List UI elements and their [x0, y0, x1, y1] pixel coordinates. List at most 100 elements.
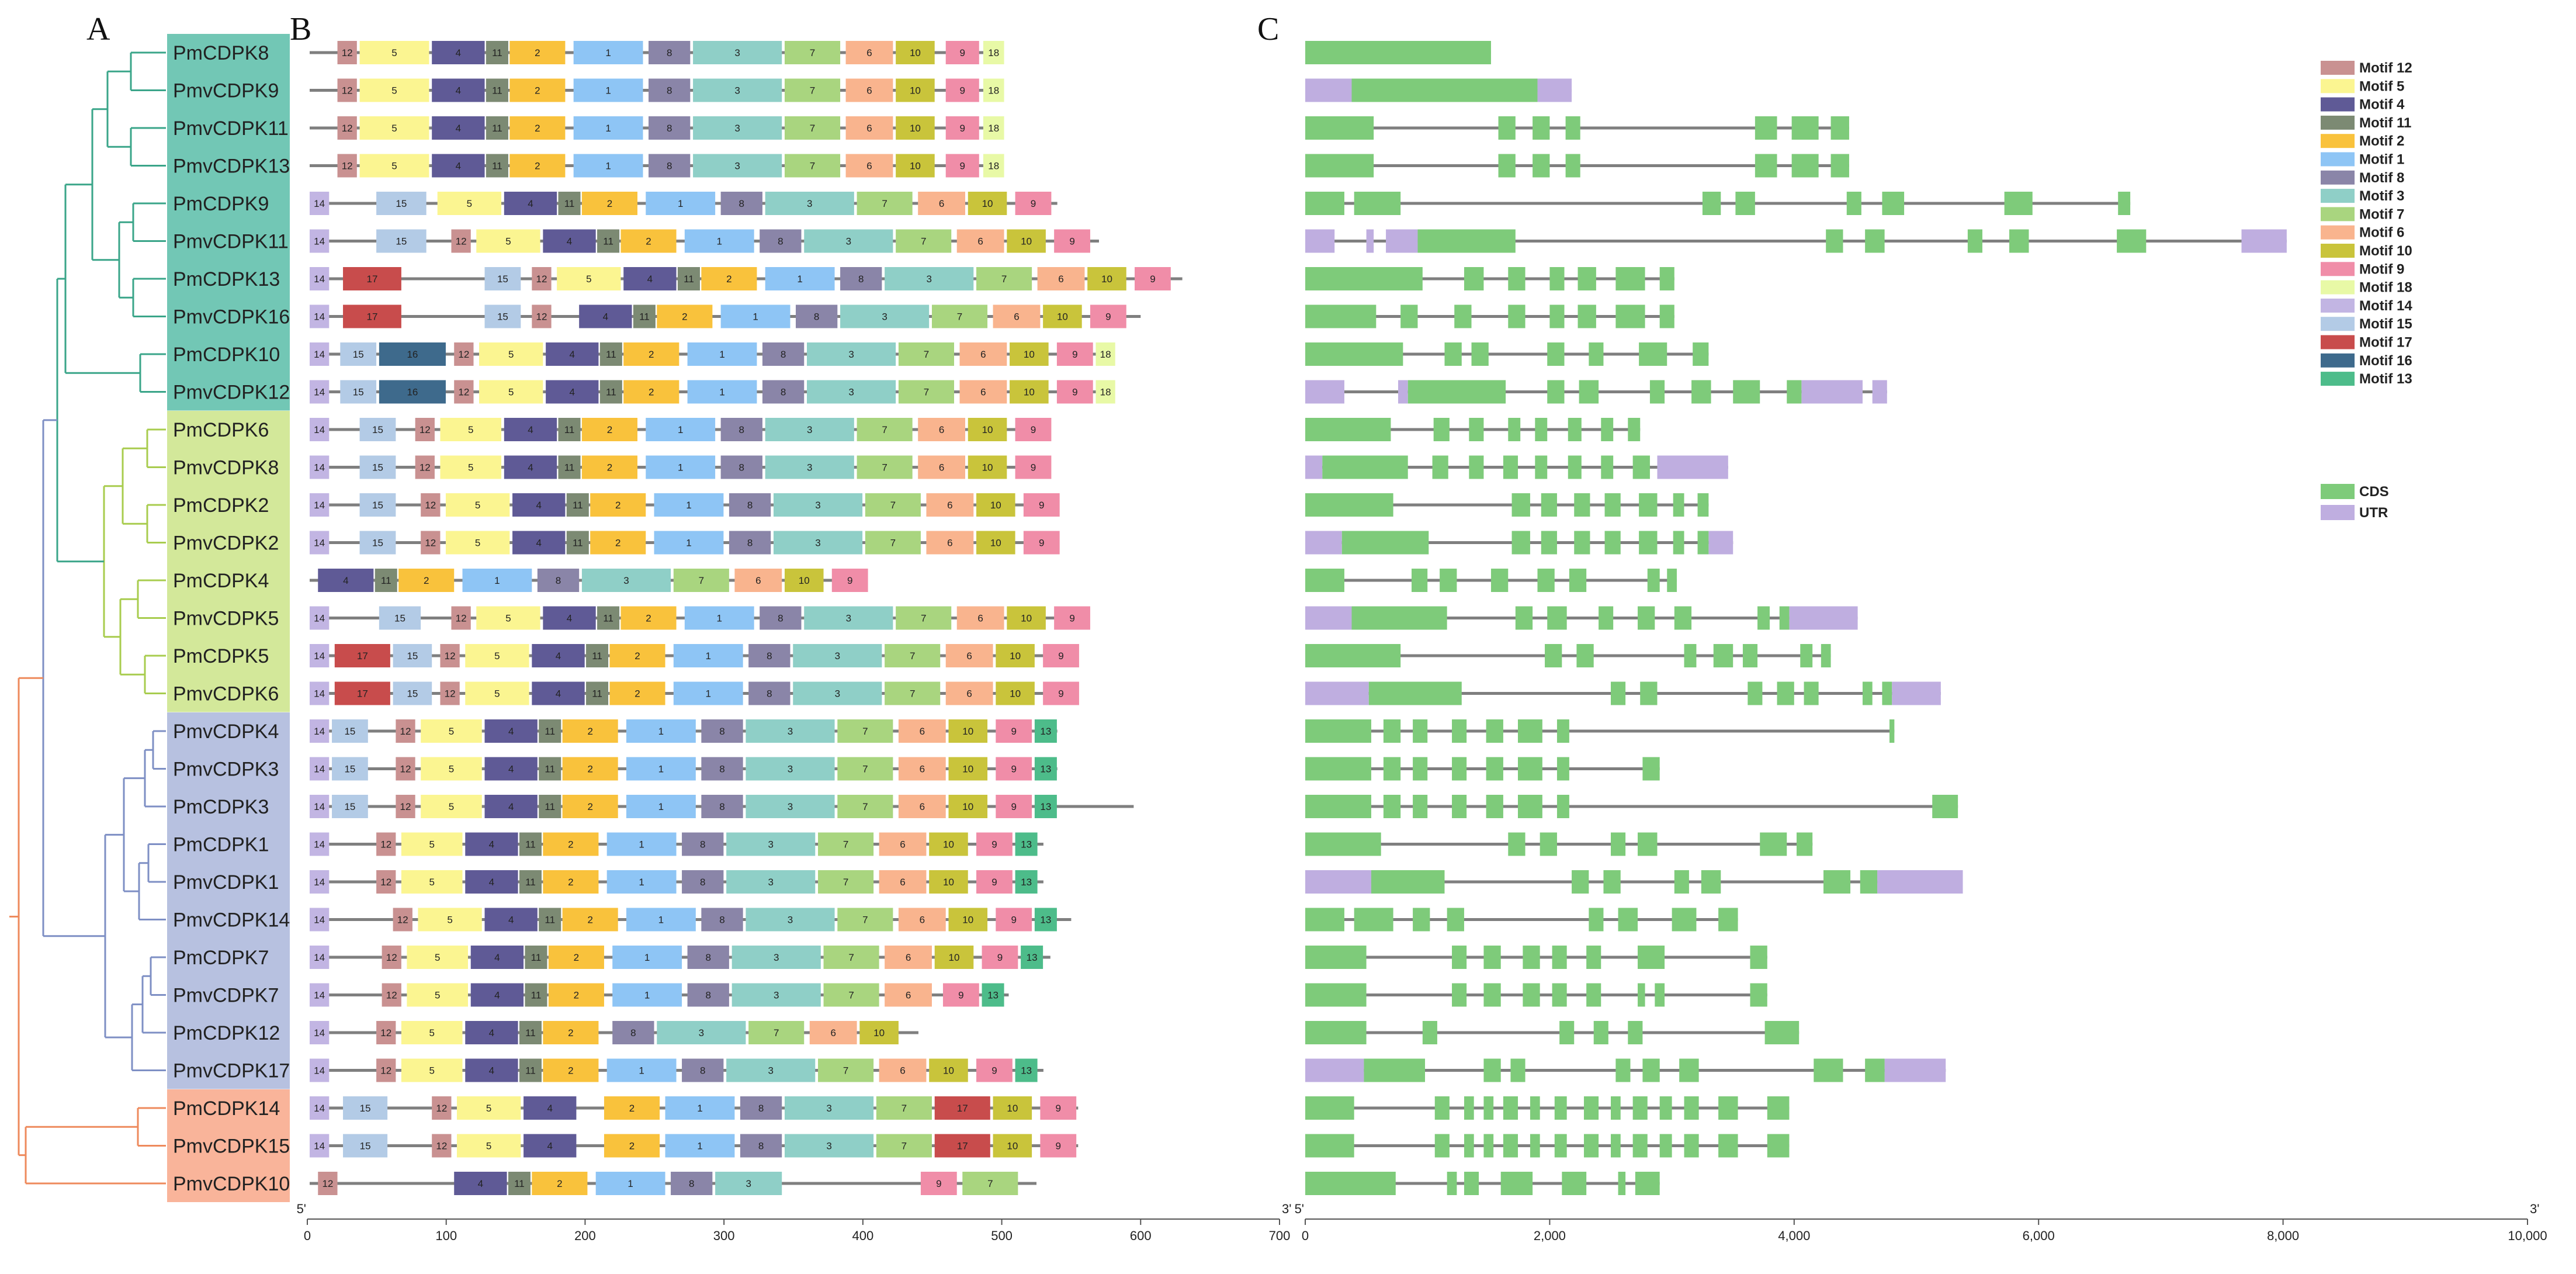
cds-box: [1537, 569, 1555, 592]
motif-box: [784, 78, 841, 102]
gene-label: PmvCDPK6: [173, 683, 279, 705]
motif-box: [996, 644, 1035, 667]
axis-tick-label: 200: [574, 1228, 596, 1243]
motif-box: [623, 342, 679, 366]
motif-number: 15: [396, 236, 407, 247]
motif-number: 2: [587, 915, 592, 926]
motif-row: 12 5 4 11 2 1 8 3 7 6 10 9 18: [310, 116, 1004, 140]
motif-number: 11: [514, 1178, 525, 1189]
utr-box: [1305, 531, 1342, 555]
motif-box: [509, 41, 566, 64]
cds-box: [1541, 531, 1557, 555]
motif-number: 7: [890, 538, 896, 549]
motif-box: [948, 795, 988, 818]
motif-box: [740, 1134, 782, 1158]
motif-box: [942, 983, 979, 1007]
motif-number: 5: [391, 47, 397, 58]
motif-box: [310, 493, 330, 517]
motif-number: 10: [1010, 650, 1021, 662]
motif-number: 1: [686, 500, 691, 511]
structure-row: [1305, 908, 1738, 932]
motif-number: 4: [528, 462, 533, 473]
utr-box: [1305, 229, 1335, 253]
motif-box: [454, 1172, 507, 1195]
cds-box: [1777, 681, 1794, 705]
motif-number: 2: [629, 1141, 635, 1152]
motif-box: [885, 946, 932, 969]
motif-box: [1087, 267, 1126, 290]
cds-box: [1865, 1058, 1885, 1082]
motif-box: [765, 267, 835, 290]
motif-number: 12: [322, 1178, 333, 1189]
motif-box: [657, 304, 713, 328]
motif-box: [1043, 681, 1079, 705]
motif-box: [649, 154, 691, 178]
motif-box: [539, 908, 561, 932]
motif-number: 2: [587, 764, 592, 775]
motif-box: [519, 832, 542, 856]
legend-swatch: [2321, 189, 2355, 203]
motif-box: [701, 719, 743, 743]
motif-row: 4 11 2 1 8 3 7 6 10 9: [310, 569, 868, 592]
motif-box: [310, 757, 330, 781]
motif-number: 9: [1056, 1103, 1061, 1114]
motif-box: [646, 192, 716, 215]
motif-number: 15: [344, 801, 355, 812]
motif-box: [1056, 342, 1093, 366]
motif-box: [968, 418, 1007, 441]
utr-box: [1789, 606, 1858, 630]
cds-box: [1601, 418, 1614, 441]
cds-box: [1432, 455, 1448, 479]
cds-box: [1518, 719, 1542, 743]
motif-box: [543, 229, 596, 253]
cds-box: [1452, 757, 1467, 781]
motif-number: 10: [943, 839, 954, 850]
cds-box: [1447, 1172, 1457, 1195]
cds-box: [1697, 493, 1709, 517]
motif-box: [415, 455, 435, 479]
motif-box: [1007, 229, 1046, 253]
motif-number: 6: [966, 688, 972, 700]
structure-row: [1305, 1134, 1790, 1158]
motif-box: [1040, 1134, 1077, 1158]
motif-box: [343, 267, 401, 290]
motif-number: 8: [719, 764, 724, 775]
cds-box: [1635, 1172, 1660, 1195]
cds-box: [1615, 304, 1645, 328]
motif-number: 8: [556, 575, 561, 586]
motif-number: 4: [456, 161, 461, 172]
motif-number: 12: [456, 236, 467, 247]
cds-box: [2117, 229, 2147, 253]
motif-number: 10: [982, 198, 993, 209]
motif-box: [609, 681, 665, 705]
motif-number: 6: [980, 349, 986, 360]
motif-number: 12: [425, 538, 436, 549]
motif-number: 14: [314, 688, 325, 700]
motif-box: [1015, 192, 1052, 215]
cds-box: [1735, 192, 1755, 215]
motif-number: 14: [314, 801, 325, 812]
motif-box: [857, 192, 913, 215]
cds-box: [1684, 644, 1697, 667]
motif-box: [926, 493, 974, 517]
cds-box: [1569, 569, 1587, 592]
motif-box: [606, 870, 677, 894]
motif-box: [982, 983, 1004, 1007]
motif-number: 17: [367, 274, 378, 285]
cds-box: [1742, 644, 1758, 667]
motif-number: 14: [314, 877, 325, 888]
motif-number: 17: [357, 650, 368, 662]
motif-box: [558, 418, 581, 441]
gene-label: PmCDPK4: [173, 570, 269, 592]
gene-label: PmvCDPK16: [173, 306, 290, 328]
cds-box: [1639, 342, 1667, 366]
cds-box: [1464, 267, 1484, 290]
structure-row: [1305, 455, 1728, 479]
motif-number: 5: [486, 1103, 491, 1114]
motif-box: [484, 795, 538, 818]
panel-letter-c: C: [1257, 11, 1279, 47]
motif-box: [332, 795, 368, 818]
motif-box: [746, 795, 835, 818]
cds-box: [1673, 531, 1684, 555]
cds-box: [1760, 832, 1787, 856]
